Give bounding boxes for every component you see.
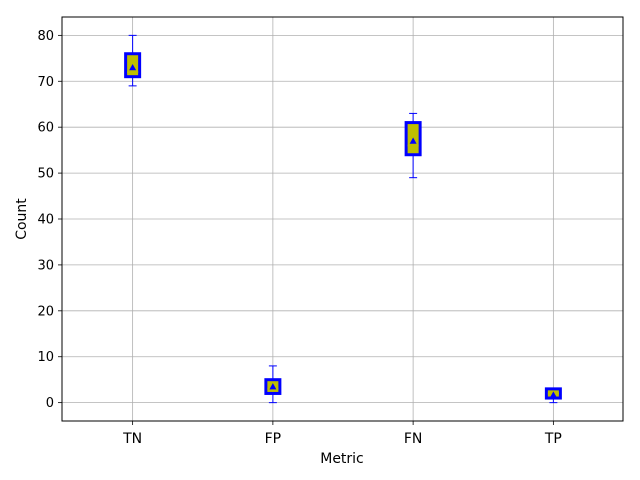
box-fn <box>404 112 422 179</box>
y-axis-label: Count <box>14 198 30 240</box>
y-tick-label: 40 <box>37 213 54 228</box>
y-tick-label: 0 <box>46 396 54 411</box>
y-tick-label: 70 <box>37 75 54 90</box>
y-tick-label: 80 <box>37 29 54 44</box>
box-tn <box>124 34 142 87</box>
mean-marker <box>129 64 137 71</box>
y-tick-label: 50 <box>37 167 54 182</box>
tick-layer: 0 10 20 30 40 50 60 70 80 TN FP FN TP <box>37 29 561 447</box>
y-tick-label: 10 <box>37 350 54 365</box>
grid-layer <box>62 17 623 421</box>
box-layer <box>124 34 562 404</box>
y-tick-label: 20 <box>37 304 54 319</box>
x-tick-label: TP <box>544 431 562 447</box>
box-fp <box>264 365 282 404</box>
y-tick-label: 30 <box>37 258 54 273</box>
x-tick-label: TN <box>122 431 142 447</box>
x-axis-label: Metric <box>320 451 364 467</box>
mean-marker <box>549 391 557 398</box>
mean-marker <box>409 137 417 144</box>
y-tick-label: 60 <box>37 121 54 136</box>
x-tick-label: FN <box>404 431 423 447</box>
box-tp <box>544 387 562 404</box>
mean-marker <box>269 383 277 390</box>
x-tick-label: FP <box>265 431 282 447</box>
